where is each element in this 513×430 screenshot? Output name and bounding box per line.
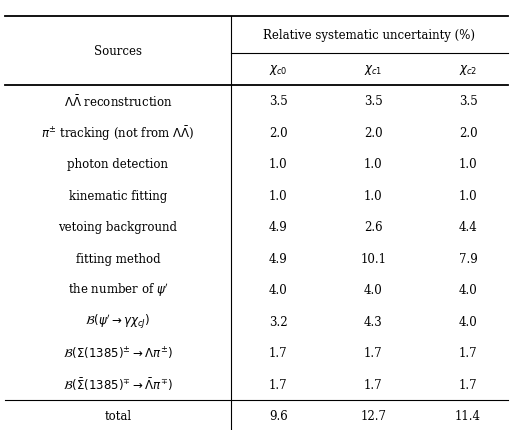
Text: 2.0: 2.0	[364, 126, 383, 140]
Text: 4.0: 4.0	[459, 315, 478, 328]
Text: fitting method: fitting method	[76, 252, 160, 265]
Text: 3.2: 3.2	[269, 315, 288, 328]
Text: total: total	[105, 409, 131, 422]
Text: 4.0: 4.0	[269, 283, 288, 297]
Text: 1.7: 1.7	[364, 346, 383, 359]
Text: 3.5: 3.5	[269, 95, 288, 108]
Text: 11.4: 11.4	[455, 409, 481, 422]
Text: 2.0: 2.0	[459, 126, 478, 140]
Text: the number of $\psi^{\prime}$: the number of $\psi^{\prime}$	[68, 281, 168, 299]
Text: 12.7: 12.7	[360, 409, 386, 422]
Text: 1.0: 1.0	[459, 189, 478, 203]
Text: 4.4: 4.4	[459, 221, 478, 234]
Text: vetoing background: vetoing background	[58, 221, 177, 234]
Text: 4.9: 4.9	[269, 221, 288, 234]
Text: 2.0: 2.0	[269, 126, 288, 140]
Text: $\Lambda\bar{\Lambda}$ reconstruction: $\Lambda\bar{\Lambda}$ reconstruction	[64, 94, 172, 109]
Text: $\chi_{c2}$: $\chi_{c2}$	[459, 63, 477, 77]
Text: $\mathcal{B}(\psi^{\prime} \rightarrow \gamma\chi_{cJ})$: $\mathcal{B}(\psi^{\prime} \rightarrow \…	[85, 312, 151, 331]
Text: 7.9: 7.9	[459, 252, 478, 265]
Text: 1.7: 1.7	[459, 378, 478, 391]
Text: 4.9: 4.9	[269, 252, 288, 265]
Text: $\mathcal{B}(\Sigma(1385)^{\pm} \rightarrow \Lambda\pi^{\pm})$: $\mathcal{B}(\Sigma(1385)^{\pm} \rightar…	[63, 345, 173, 361]
Text: 2.6: 2.6	[364, 221, 383, 234]
Text: 1.0: 1.0	[269, 158, 288, 171]
Text: 10.1: 10.1	[360, 252, 386, 265]
Text: $\chi_{c1}$: $\chi_{c1}$	[364, 63, 383, 77]
Text: Sources: Sources	[94, 45, 142, 58]
Text: Relative systematic uncertainty (%): Relative systematic uncertainty (%)	[263, 29, 476, 42]
Text: $\chi_{c0}$: $\chi_{c0}$	[269, 63, 288, 77]
Text: 1.7: 1.7	[269, 346, 288, 359]
Text: 9.6: 9.6	[269, 409, 288, 422]
Text: 1.7: 1.7	[364, 378, 383, 391]
Text: 4.0: 4.0	[459, 283, 478, 297]
Text: 4.0: 4.0	[364, 283, 383, 297]
Text: 1.0: 1.0	[269, 189, 288, 203]
Text: kinematic fitting: kinematic fitting	[69, 189, 167, 203]
Text: 1.7: 1.7	[459, 346, 478, 359]
Text: 1.0: 1.0	[364, 189, 383, 203]
Text: 4.3: 4.3	[364, 315, 383, 328]
Text: 1.0: 1.0	[364, 158, 383, 171]
Text: $\pi^{\pm}$ tracking (not from $\Lambda\bar{\Lambda}$): $\pi^{\pm}$ tracking (not from $\Lambda\…	[41, 124, 195, 142]
Text: 1.0: 1.0	[459, 158, 478, 171]
Text: 3.5: 3.5	[459, 95, 478, 108]
Text: $\mathcal{B}(\bar{\Sigma}(1385)^{\mp} \rightarrow \bar{\Lambda}\pi^{\mp})$: $\mathcal{B}(\bar{\Sigma}(1385)^{\mp} \r…	[63, 376, 173, 393]
Text: 1.7: 1.7	[269, 378, 288, 391]
Text: photon detection: photon detection	[68, 158, 168, 171]
Text: 3.5: 3.5	[364, 95, 383, 108]
